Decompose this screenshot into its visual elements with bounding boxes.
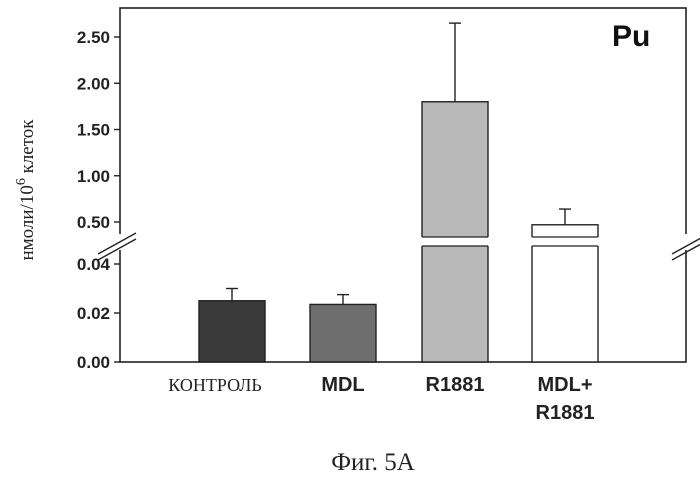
- figure-caption: Фиг. 5А: [331, 449, 415, 476]
- bar-break-gap: [530, 237, 600, 246]
- bar-r1881: [422, 102, 488, 362]
- bar-mdl: [310, 304, 376, 362]
- y-axis-label-main: нмоли/10: [17, 185, 38, 260]
- y-tick-label: 0.04: [77, 255, 111, 274]
- y-tick-label: 0.00: [77, 353, 110, 372]
- y-tick-label: 2.50: [77, 28, 110, 47]
- y-axis-label-tail: клеток: [17, 119, 38, 178]
- category-label: MDL: [321, 374, 364, 396]
- y-tick-label: 0.02: [77, 304, 110, 323]
- y-axis-ticks: 0.00 0.02 0.04 0.50 1.00 1.50 2.00 2.50: [77, 28, 120, 372]
- bar-контроль: [199, 301, 265, 362]
- y-tick-label: 1.00: [77, 167, 110, 186]
- bars: [199, 102, 600, 362]
- y-tick-label: 2.00: [77, 74, 110, 93]
- x-axis-category-labels: КОНТРОЛЬ MDL R1881 MDL+ R1881: [168, 374, 594, 424]
- category-label: R1881: [536, 402, 595, 424]
- y-axis-label: нмоли/106 клеток: [14, 119, 38, 261]
- y-tick-label: 1.50: [77, 121, 110, 140]
- error-bars: [226, 23, 571, 304]
- bar-break-gap: [420, 237, 490, 246]
- category-label: MDL+: [538, 374, 593, 396]
- panel-tag: Pu: [612, 20, 650, 53]
- y-tick-label: 0.50: [77, 213, 110, 232]
- plot-frame: [96, 8, 700, 362]
- y-axis-label-superscript: 6: [14, 178, 29, 185]
- category-label: КОНТРОЛЬ: [168, 375, 261, 395]
- category-label: R1881: [426, 374, 485, 396]
